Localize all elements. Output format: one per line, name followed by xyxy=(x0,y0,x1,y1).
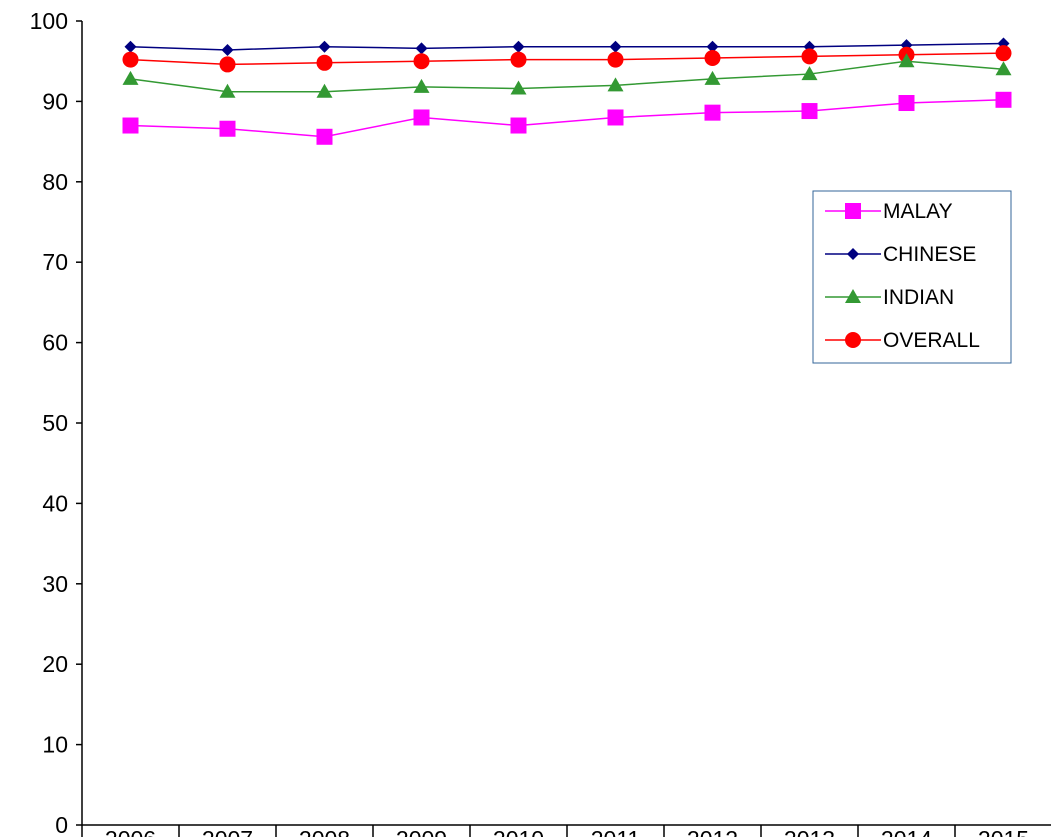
data-point-overall xyxy=(316,54,333,71)
legend-label: OVERALL xyxy=(883,329,980,352)
axes: 0 10 20 30 40 50 60 70 80 90 100 2006 2007 2008 2009 20… xyxy=(30,8,1051,837)
y-tick-label: 70 xyxy=(42,249,68,275)
x-tick-label: 2014 xyxy=(881,826,932,837)
y-tick-label: 30 xyxy=(42,571,68,597)
legend-item-malay: MALAY xyxy=(825,200,953,223)
legend-box xyxy=(812,190,1012,364)
data-point-overall xyxy=(413,53,430,70)
y-tick-label: 50 xyxy=(42,410,68,436)
legend-marker-indian xyxy=(845,289,861,303)
legend-marker-malay xyxy=(845,203,861,219)
data-point-chinese xyxy=(318,40,331,53)
data-point-malay xyxy=(898,95,915,112)
series-layer xyxy=(122,37,1012,145)
data-point-malay xyxy=(995,91,1012,108)
data-point-indian xyxy=(510,80,527,95)
series-indian xyxy=(122,53,1012,98)
data-point-indian xyxy=(122,70,139,85)
data-point-overall xyxy=(510,51,527,68)
data-point-indian xyxy=(219,83,236,98)
y-tick-label: 80 xyxy=(42,169,68,195)
x-tick-label: 2015 xyxy=(978,826,1029,837)
x-tick-label: 2010 xyxy=(493,826,544,837)
series-malay xyxy=(122,91,1012,145)
x-tick-label: 2009 xyxy=(396,826,447,837)
data-point-overall xyxy=(122,51,139,68)
y-tick-label: 90 xyxy=(42,88,68,114)
series-line-indian xyxy=(130,60,1004,93)
y-tick-label: 60 xyxy=(42,330,68,356)
legend-label: MALAY xyxy=(883,200,953,223)
data-point-malay xyxy=(122,117,139,134)
data-point-chinese xyxy=(609,40,622,53)
data-point-overall xyxy=(995,45,1012,62)
x-tick-label: 2007 xyxy=(202,826,253,837)
x-tick-label: 2012 xyxy=(687,826,738,837)
data-point-malay xyxy=(219,120,236,137)
data-point-indian xyxy=(607,77,624,92)
legend: MALAY CHINESE INDIAN OVERALL xyxy=(812,190,1012,364)
data-point-chinese xyxy=(415,42,428,55)
data-point-malay xyxy=(316,128,333,145)
series-overall xyxy=(122,45,1012,73)
data-point-indian xyxy=(801,66,818,81)
data-point-indian xyxy=(413,78,430,93)
y-tick-label: 100 xyxy=(30,8,68,34)
data-point-overall xyxy=(704,49,721,66)
series-line-chinese xyxy=(130,42,1004,51)
legend-label: INDIAN xyxy=(883,286,954,309)
series-chinese xyxy=(124,37,1010,56)
legend-marker-overall xyxy=(845,332,861,348)
series-line-malay xyxy=(130,99,1004,138)
x-tick-label: 2011 xyxy=(591,826,640,837)
data-point-indian xyxy=(898,53,915,68)
data-point-chinese xyxy=(512,40,525,53)
y-tick-label: 20 xyxy=(42,651,68,677)
legend-item-indian: INDIAN xyxy=(825,286,954,309)
legend-marker-chinese xyxy=(847,248,859,260)
y-tick-label: 0 xyxy=(55,812,68,837)
legend-item-overall: OVERALL xyxy=(825,329,980,352)
data-point-malay xyxy=(413,109,430,126)
y-tick-label: 40 xyxy=(42,490,68,516)
data-point-overall xyxy=(801,48,818,65)
data-point-overall xyxy=(607,51,624,68)
data-point-chinese xyxy=(124,40,137,53)
data-point-indian xyxy=(316,83,333,98)
data-point-indian xyxy=(704,70,721,85)
data-point-chinese xyxy=(706,40,719,53)
series-line-overall xyxy=(130,52,1004,66)
data-point-malay xyxy=(607,109,624,126)
x-tick-label: 2006 xyxy=(105,826,156,837)
data-point-malay xyxy=(801,103,818,120)
legend-item-chinese: CHINESE xyxy=(825,243,976,266)
data-point-overall xyxy=(219,56,236,73)
data-point-chinese xyxy=(221,43,234,56)
y-tick-label: 10 xyxy=(42,732,68,758)
x-tick-label: 2013 xyxy=(784,826,835,837)
x-tick-label: 2008 xyxy=(299,826,350,837)
data-point-malay xyxy=(510,117,527,134)
data-point-malay xyxy=(704,104,721,121)
legend-label: CHINESE xyxy=(883,243,976,266)
data-point-indian xyxy=(995,61,1012,76)
